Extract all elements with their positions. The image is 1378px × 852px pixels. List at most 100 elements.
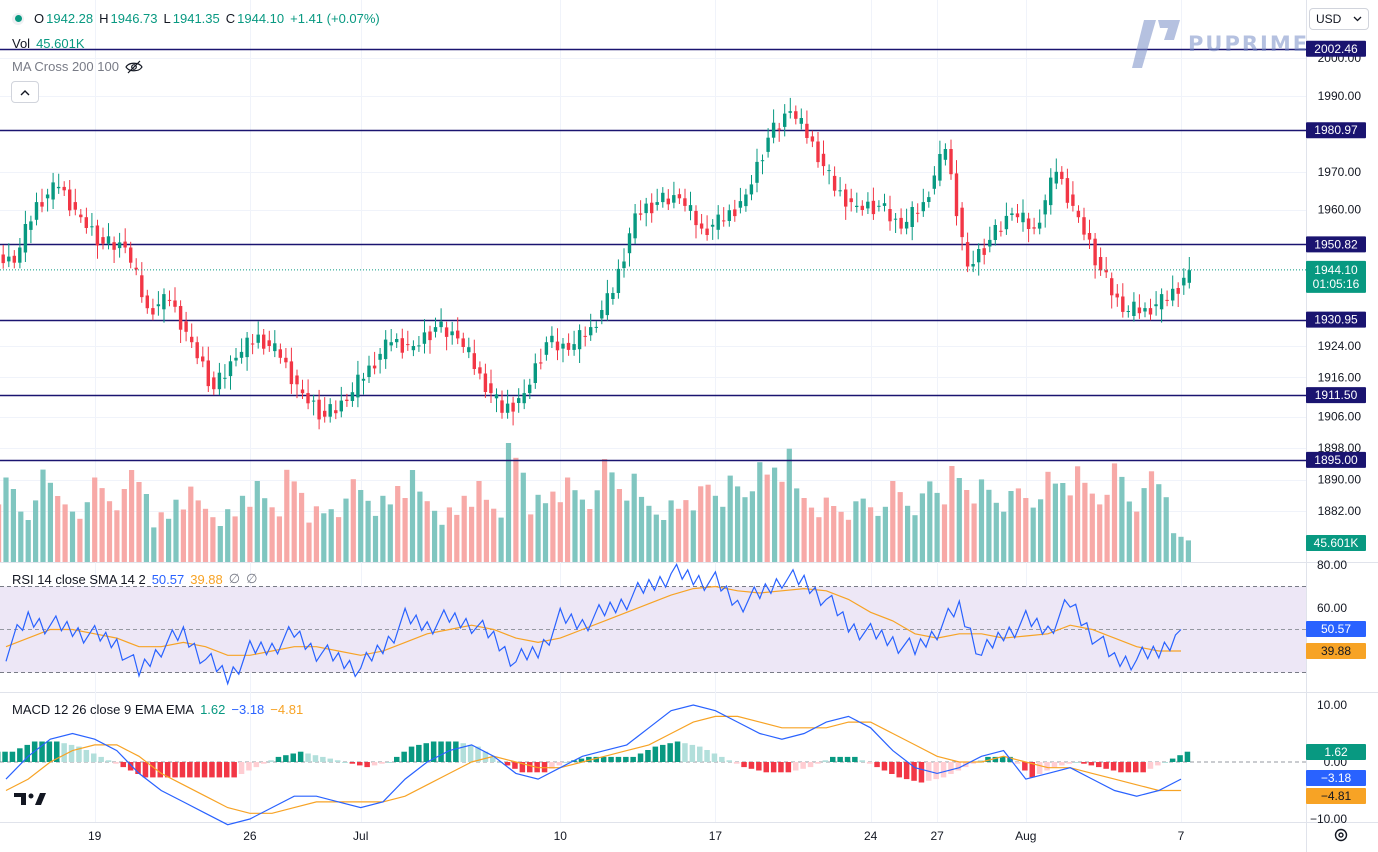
macd-histogram-bar (312, 755, 319, 762)
candle-body (1098, 257, 1103, 271)
price-tick-label: 1924.00 (1318, 339, 1362, 353)
macd-histogram-bar (504, 762, 511, 766)
volume-bar (10, 489, 16, 562)
candle-body (816, 141, 820, 163)
macd-histogram-bar (667, 743, 673, 762)
volume-bar (934, 492, 940, 562)
macd-histogram-bar (881, 762, 888, 771)
macd-histogram-bar (512, 762, 518, 769)
macd-histogram-bar (423, 743, 429, 762)
candle-body (749, 184, 754, 195)
candle-body (428, 331, 432, 341)
volume-bar (40, 469, 46, 562)
macd-histogram-bar (800, 762, 806, 769)
candle-body (1021, 212, 1025, 223)
macd-histogram-bar (357, 762, 363, 766)
volume-bar (439, 524, 445, 562)
tradingview-logo[interactable] (14, 791, 46, 811)
candle-body (683, 198, 687, 206)
volume-bar (1030, 507, 1036, 562)
time-tick-label: 7 (1178, 829, 1185, 843)
macd-histogram-bar (940, 762, 947, 778)
candle-body (367, 365, 371, 377)
candle-body (977, 249, 981, 263)
candle-body (1104, 270, 1108, 273)
macd-histogram-bar (61, 743, 67, 762)
high-value: 1946.73 (110, 11, 158, 26)
candle-body (162, 294, 166, 310)
macd-histogram-bar (586, 756, 592, 762)
candle-body (156, 304, 161, 307)
macd-histogram-bar (224, 762, 230, 778)
macd-histogram-bar (874, 762, 880, 768)
candle-body (1071, 194, 1075, 206)
gear-icon[interactable] (1333, 827, 1349, 843)
candle-body (134, 267, 138, 270)
volume-bar (875, 515, 881, 562)
volume-bar (151, 527, 157, 562)
volume-bar (232, 516, 238, 562)
candle-body (173, 300, 177, 307)
eye-crossed-icon[interactable] (125, 60, 143, 74)
ma-cross-legend[interactable]: MA Cross 200 100 (12, 59, 143, 74)
candle-body (339, 400, 343, 412)
volume-label: Vol (12, 36, 31, 51)
macd-histogram-bar (770, 762, 777, 773)
macd-histogram-bar (793, 762, 799, 771)
candle-body (262, 334, 266, 349)
open-value: 1942.28 (46, 11, 94, 26)
volume-bar (535, 494, 541, 562)
level-tag-bg (1306, 40, 1366, 57)
macd-legend: MACD 12 26 close 9 EMA EMA 1.62 −3.18 −4… (12, 702, 303, 717)
macd-histogram-bar (859, 760, 865, 762)
candle-body (372, 365, 377, 369)
candle-body (965, 242, 970, 267)
candle-body (184, 321, 188, 332)
macd-histogram-bar (46, 741, 53, 762)
level-tag: 1911.50 (1315, 388, 1358, 402)
volume-bar (520, 472, 526, 562)
volume-bar (550, 491, 556, 562)
macd-histogram-bar (889, 762, 895, 774)
macd-histogram-bar (127, 762, 134, 771)
macd-histogram-bar (157, 762, 163, 778)
macd-signal-value: −4.81 (270, 702, 304, 717)
volume-bar (84, 502, 90, 562)
candle-body (644, 203, 648, 214)
macd-histogram-bar (401, 751, 407, 762)
volume-bar (387, 504, 393, 562)
macd-histogram-bar (999, 756, 1006, 762)
currency-select[interactable]: USD (1309, 8, 1369, 30)
macd-histogram-bar (830, 756, 836, 762)
volume-bar (594, 490, 600, 562)
candle-body (566, 342, 571, 350)
candle-body (284, 357, 288, 363)
last-price-tag: 1944.10 (1314, 263, 1358, 277)
candle-body (345, 399, 349, 401)
volume-bar (1045, 471, 1051, 562)
candle-body (777, 128, 781, 130)
volume-bar (808, 507, 815, 562)
candle-body (539, 362, 543, 364)
candle-body (517, 398, 521, 403)
collapse-legend-button[interactable] (11, 81, 39, 103)
candle-body (971, 264, 975, 267)
volume-bar (1141, 488, 1147, 562)
volume-bar (202, 508, 209, 562)
candle-body (190, 336, 194, 343)
candle-body (68, 189, 72, 211)
candle-body (844, 189, 848, 207)
candle-body (910, 207, 914, 227)
macd-histogram-bar (187, 762, 193, 778)
candle-body (195, 342, 199, 359)
volume-bar (491, 508, 497, 562)
level-tag: 1895.00 (1314, 453, 1358, 467)
volume-bar (313, 506, 319, 562)
macd-histogram-bar (120, 762, 126, 768)
ohlc-legend: O 1942.28 H 1946.73 L 1941.35 C 1944.10 +1.4… (12, 11, 380, 26)
candle-body (328, 404, 332, 417)
volume-bar (616, 489, 622, 562)
countdown-tag: 01:05:16 (1313, 277, 1360, 291)
candle-body (572, 344, 576, 350)
